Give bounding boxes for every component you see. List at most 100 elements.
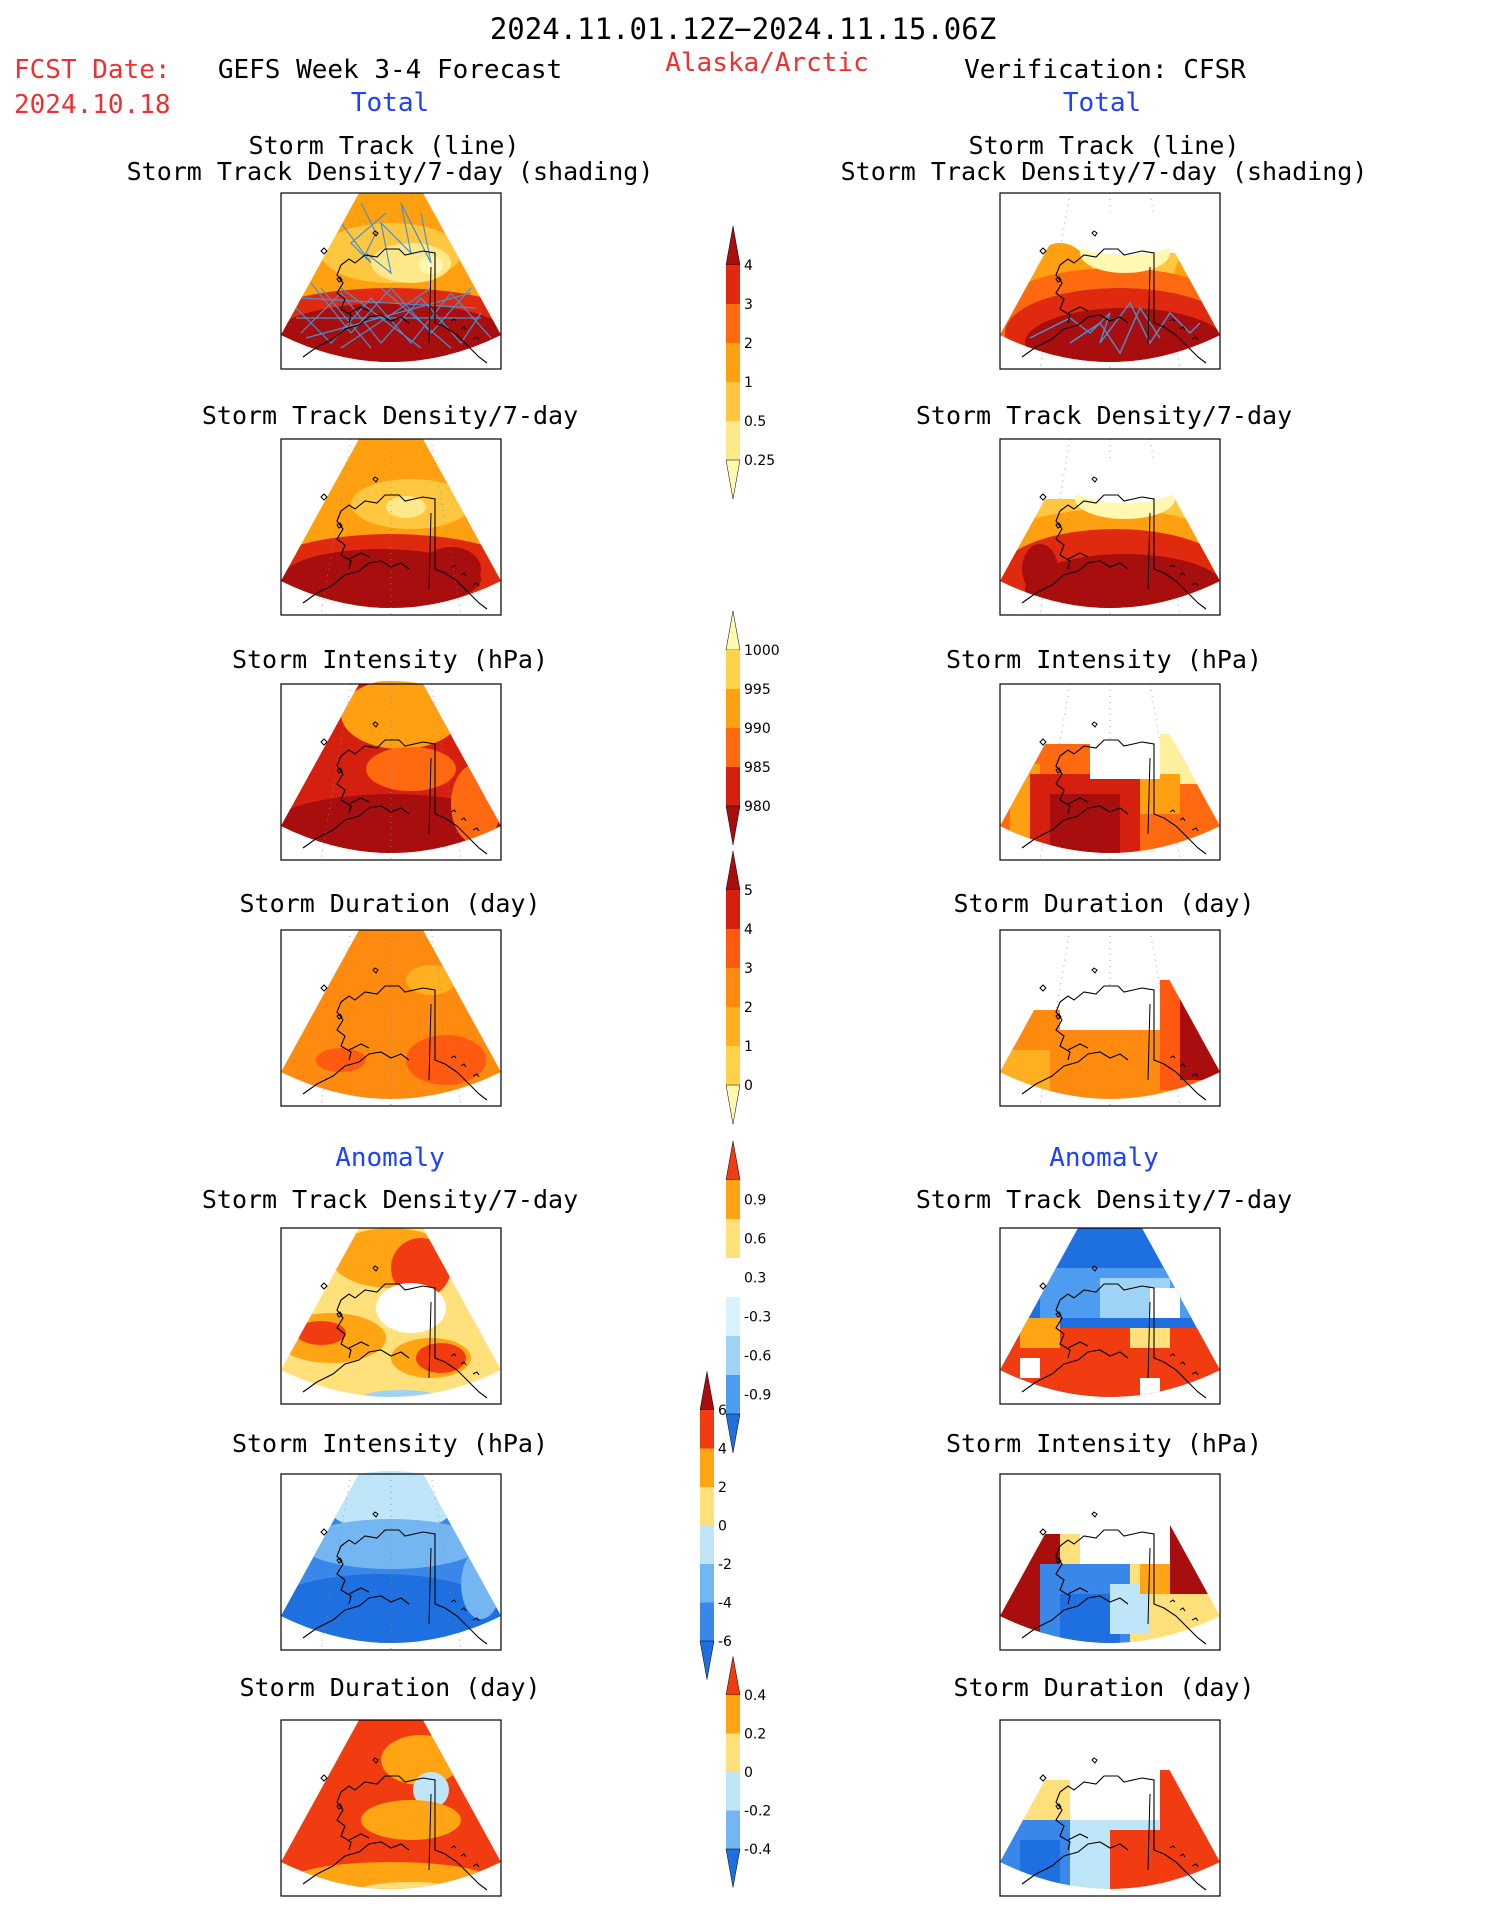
colorbar_intensity_anomaly-tick-label: 4 [718,1442,727,1458]
colorbar_duration_anomaly: -0.4 -0.2 0 0.2 0.4 [725,1656,771,1888]
colorbar_duration_anomaly-tick-label: -0.2 [744,1804,771,1820]
colorbar_duration_anomaly-segment [726,1733,740,1772]
colorbar_intensity_anomaly-segment [700,1602,714,1641]
colorbar_duration_total-segment [726,968,740,1007]
verification-label: Verification: CFSR [964,55,1246,85]
colorbar_intensity_anomaly-tick-label: -6 [718,1634,732,1650]
map-density-anomaly-verification [999,1227,1221,1405]
colorbar_density_total-tick-label: 2 [744,336,753,352]
colorbar_duration_anomaly-segment [726,1772,740,1811]
colorbar_intensity_total-segment [726,650,740,689]
colorbar_density_anomaly-tick-label: -0.3 [744,1310,771,1326]
colorbar_density_total: 0.25 0.5 1 2 3 4 [725,225,775,500]
colorbar_density_total-tick-label: 0.25 [744,453,775,469]
colorbar_duration_total: 0 1 2 3 4 5 [725,850,753,1125]
colorbar_density_total-segment [726,421,740,460]
colorbar_intensity_anomaly-tick-label: -2 [718,1557,732,1573]
colorbar_density_total-tick-label: 0.5 [744,414,766,430]
map-intensity-anomaly-forecast [280,1471,502,1651]
colorbar_duration_total-segment [726,890,740,929]
map-density-forecast [280,438,502,616]
colorbar_duration_anomaly-tick-label: 0.4 [744,1688,766,1704]
colorbar_intensity_total-tick-label: 995 [744,682,771,698]
fcst-date-value: 2024.10.18 [14,90,171,120]
panel-title-intensity-right: Storm Intensity (hPa) [946,645,1262,674]
panel-title-intensity-left: Storm Intensity (hPa) [232,645,548,674]
map-duration-anomaly-forecast [280,1719,502,1897]
colorbar_density_total-segment [726,304,740,343]
colorbars: 0.250.512349809859909951000012345-0.9-0.… [699,225,780,1888]
colorbar_duration_anomaly-arrow-top [725,1656,741,1696]
colorbar_intensity_total-arrow-top [725,610,741,651]
colorbar_density_anomaly-segment [726,1375,740,1414]
colorbar_intensity_anomaly-tick-label: 2 [718,1480,727,1496]
colorbar_density_total-arrow-bottom [725,459,741,500]
colorbar_intensity_total-tick-label: 1000 [744,643,780,659]
colorbar_duration_total-arrow-bottom [725,1084,741,1125]
colorbar_duration_total-segment [726,929,740,968]
panel-title-duration-anom-right: Storm Duration (day) [953,1673,1254,1702]
colorbar_density_total-tick-label: 3 [744,297,753,313]
map-intensity-anomaly-verification [999,1473,1221,1651]
colorbar_density_total-segment [726,343,740,382]
colorbar_density_anomaly-segment [726,1180,740,1219]
colorbar_intensity_anomaly-tick-label: 6 [718,1403,727,1419]
map-intensity-verification [999,683,1221,861]
colorbar_duration_total-tick-label: 0 [744,1078,753,1094]
map-density-verification [999,438,1221,616]
colorbar_intensity_total-segment [726,767,740,806]
colorbar_intensity_anomaly-arrow-top [699,1371,715,1411]
colorbar_duration_anomaly-tick-label: 0 [744,1765,753,1781]
panel-title-duration-anom-left: Storm Duration (day) [239,1673,540,1702]
period-title: 2024.11.01.12Z−2024.11.15.06Z [490,12,996,46]
colorbar_density_anomaly-tick-label: 0.9 [744,1193,766,1209]
colorbar_density_anomaly: -0.9 -0.6 -0.3 0.3 0.6 0.9 [725,1140,771,1454]
colorbar_intensity_anomaly-segment [700,1487,714,1526]
colorbar_duration_total-tick-label: 5 [744,883,753,899]
map-track-density-verification [999,192,1221,370]
colorbar_intensity_total-segment [726,728,740,767]
panel-title-density-anom-right: Storm Track Density/7-day [916,1185,1292,1214]
panel-title-density-anom-left: Storm Track Density/7-day [202,1185,578,1214]
colorbar_intensity_anomaly-tick-label: -4 [718,1596,732,1612]
colorbar_intensity_total-tick-label: 990 [744,721,771,737]
fcst-date-label: FCST Date: [14,55,171,85]
colorbar_density_total-tick-label: 1 [744,375,753,391]
panel-title-track-right-2: Storm Track Density/7-day (shading) [841,157,1368,186]
map-track-density-forecast [280,192,502,370]
panel-title-duration-right: Storm Duration (day) [953,889,1254,918]
colorbar_duration_total-segment [726,1046,740,1085]
colorbar_duration_total-tick-label: 1 [744,1039,753,1055]
colorbar_duration_total-segment [726,1007,740,1046]
colorbar_intensity_total-tick-label: 985 [744,760,771,776]
colorbar_density_anomaly-segment [726,1336,740,1375]
colorbar_duration_anomaly-tick-label: 0.2 [744,1727,766,1743]
colorbar_density_total-tick-label: 4 [744,258,753,274]
total-label-right: Total [1063,88,1141,118]
panel-title-intensity-anom-left: Storm Intensity (hPa) [232,1429,548,1458]
colorbar_density_anomaly-segment [726,1297,740,1336]
colorbar_density_total-segment [726,265,740,304]
colorbar_duration_total-arrow-top [725,850,741,891]
anomaly-label-left: Anomaly [335,1143,445,1173]
colorbar_intensity_anomaly-segment [700,1410,714,1449]
colorbar_intensity_anomaly-segment [700,1564,714,1603]
colorbar_density_anomaly-tick-label: 0.3 [744,1271,766,1287]
panel-title-track-left-2: Storm Track Density/7-day (shading) [127,157,654,186]
colorbar_intensity_total-segment [726,689,740,728]
map-duration-forecast [280,929,502,1107]
colorbar_intensity_anomaly-tick-label: 0 [718,1519,727,1535]
colorbar_duration_total-tick-label: 4 [744,922,753,938]
map-density-anomaly-forecast [280,1227,502,1405]
total-label-left: Total [351,88,429,118]
panel-title-intensity-anom-right: Storm Intensity (hPa) [946,1429,1262,1458]
colorbar_duration_anomaly-tick-label: -0.4 [744,1842,771,1858]
colorbar_intensity_total-tick-label: 980 [744,799,771,815]
colorbar_density_anomaly-segment [726,1219,740,1258]
colorbar_density_total-arrow-top [725,225,741,266]
map-duration-verification [999,929,1221,1107]
panel-title-track-left-1: Storm Track (line) [249,131,520,160]
colorbar_duration_anomaly-segment [726,1810,740,1849]
colorbar_density_anomaly-arrow-top [725,1140,741,1181]
